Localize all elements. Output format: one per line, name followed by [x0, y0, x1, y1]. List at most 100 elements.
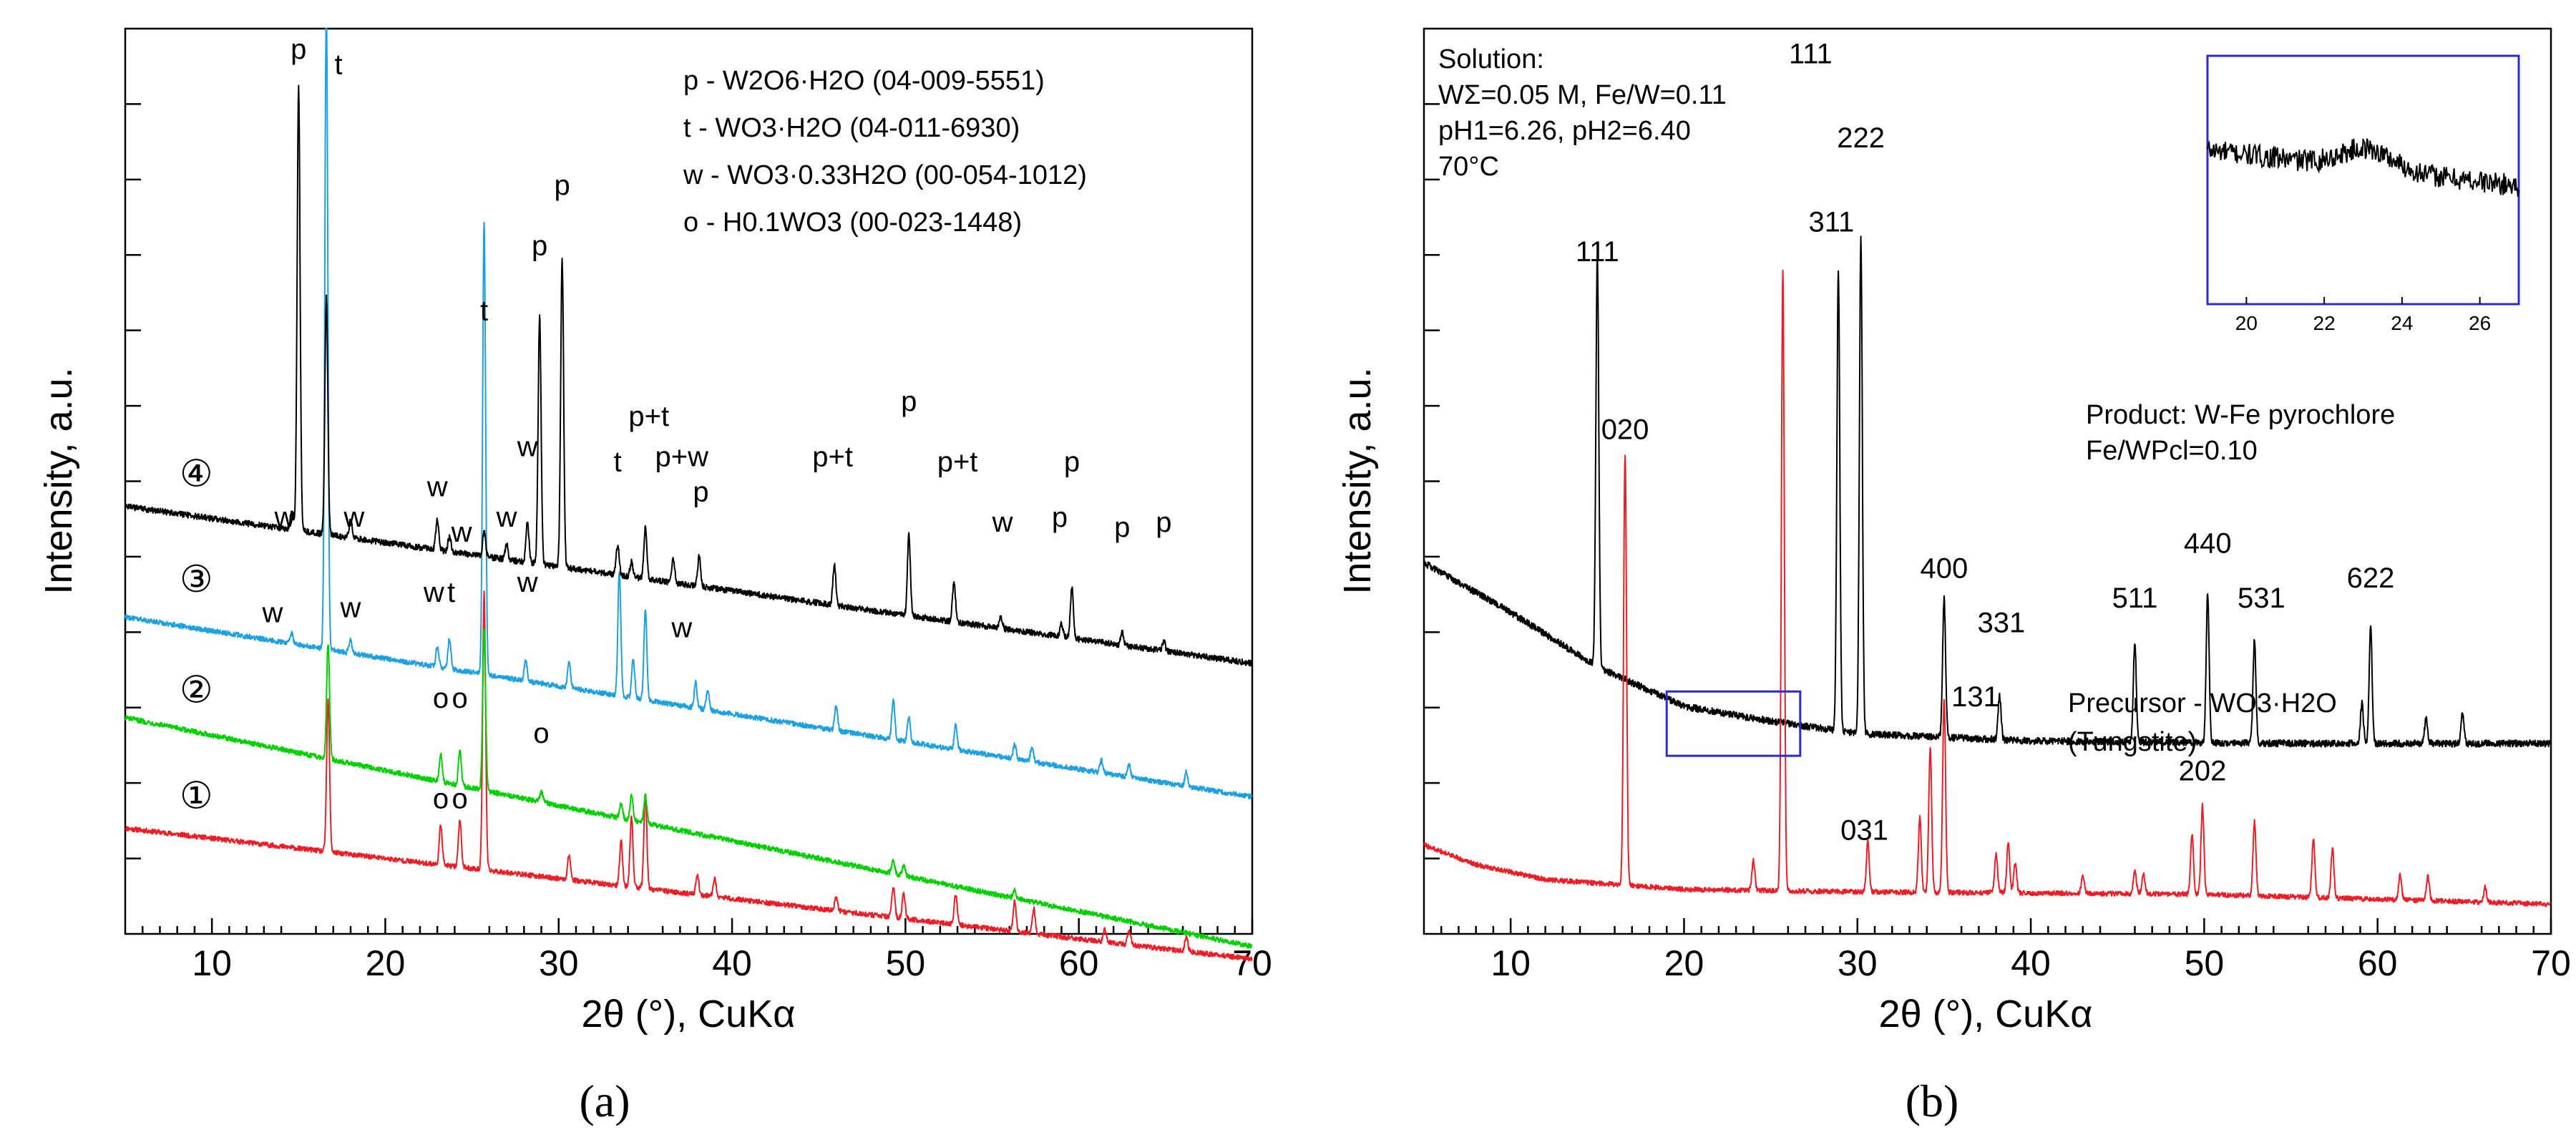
peak-annotation: 202	[2179, 756, 2227, 787]
panel-a-label: (a)	[579, 1076, 630, 1126]
peak-annotation: w	[273, 502, 295, 533]
series-line-a-1	[125, 590, 1253, 962]
peak-annotation: 311	[1809, 206, 1855, 238]
panel-b-solution-info: Solution: WΣ=0.05 M, Fe/W=0.11 pH1=6.26, p…	[1438, 44, 1727, 182]
peak-annotation: p	[1064, 446, 1080, 477]
peak-annotation: 622	[2347, 562, 2395, 594]
info-line: pH1=6.26, pH2=6.40	[1438, 116, 1691, 146]
x-tick-label: 40	[2011, 943, 2051, 983]
panel-b-label: (b)	[1906, 1076, 1959, 1126]
x-tick-label: 10	[1491, 943, 1531, 983]
inset-x-tick-label: 26	[2469, 312, 2491, 334]
panel-b-highlight-box	[1665, 690, 1802, 757]
peak-annotation: p+w	[655, 441, 709, 472]
sample-label: ④	[180, 454, 213, 495]
x-tick-label: 60	[2358, 943, 2398, 983]
series-line-a-4	[125, 84, 1253, 667]
panel-a-xlabel: 2θ (°), CuKα	[582, 993, 796, 1036]
inset-frame	[2206, 54, 2520, 306]
peak-annotation: p+t	[812, 441, 853, 472]
x-tick-label: 60	[1059, 943, 1099, 983]
info-line: (Tungstite)	[2068, 727, 2197, 757]
peak-annotation: p+t	[937, 446, 978, 477]
series-line-a-2	[125, 628, 1253, 949]
peak-annotation: w	[670, 612, 692, 643]
peak-annotation: w	[340, 592, 361, 623]
peak-annotation: w	[451, 517, 472, 548]
panel-b-series	[1423, 235, 2552, 907]
peak-annotation: p	[291, 34, 306, 65]
peak-annotation: 222	[1837, 122, 1885, 154]
peak-annotation: o	[433, 683, 449, 714]
sample-label: ③	[180, 559, 213, 600]
peak-annotation: o	[433, 783, 449, 814]
x-tick-label: 30	[539, 943, 579, 983]
peak-annotation: 031	[1840, 815, 1888, 847]
peak-annotation: o	[452, 783, 468, 814]
info-line: Fe/WPcl=0.10	[2086, 436, 2258, 466]
peak-annotation: w	[426, 472, 448, 503]
info-line: Product: W-Fe pyrochlore	[2086, 400, 2395, 430]
legend-entry: p - W2O6·H2O (04-009-5551)	[683, 66, 1045, 96]
panel-b-precursor-info: Precursor - WO3·H2O (Tungstite)	[2068, 688, 2337, 757]
peak-annotation: 331	[1978, 607, 2026, 638]
inset-series-line	[2207, 138, 2519, 198]
legend-entry: t - WO3·H2O (04-011-6930)	[683, 113, 1020, 143]
x-tick-label: 50	[2185, 943, 2225, 983]
peak-annotation: p	[693, 477, 708, 508]
peak-annotation: w	[423, 577, 444, 608]
peak-annotation: 131	[1951, 681, 1999, 713]
peak-annotation: 111	[1576, 236, 1619, 268]
x-tick-label: 20	[366, 943, 406, 983]
sample-label: ②	[180, 670, 213, 711]
x-tick-label: 70	[1232, 943, 1272, 983]
peak-annotation: 400	[1921, 552, 1968, 584]
peak-annotation: w	[496, 502, 517, 533]
peak-annotation: o	[452, 683, 468, 714]
peak-annotation: t	[480, 296, 488, 327]
x-tick-label: 20	[1664, 943, 1704, 983]
peak-annotation: w	[343, 502, 364, 533]
peak-annotation: 111	[1789, 38, 1833, 69]
peak-annotation: p	[532, 230, 547, 261]
x-tick-label: 10	[192, 943, 232, 983]
info-line: Precursor - WO3·H2O	[2068, 688, 2337, 718]
inset-x-tick-label: 22	[2313, 312, 2336, 334]
peak-annotation: w	[517, 567, 538, 598]
inset-x-tick-label: 20	[2235, 312, 2258, 334]
series-line-a-3	[125, 28, 1253, 800]
panel-a-legend: p - W2O6·H2O (04-009-5551) t - WO3·H2O (0…	[683, 66, 1087, 238]
peak-annotation: 440	[2184, 528, 2232, 560]
info-line: Solution:	[1438, 44, 1544, 74]
peak-annotation: 511	[2112, 583, 2158, 614]
peak-annotation: p	[554, 170, 570, 201]
inset-x-tick-label: 24	[2391, 312, 2413, 334]
peak-annotation: t	[614, 446, 622, 477]
peak-annotation: p	[1114, 512, 1130, 543]
peak-annotation: p	[1052, 502, 1068, 533]
peak-annotation: w	[517, 431, 538, 462]
peak-annotation: p+t	[628, 401, 669, 432]
x-tick-label: 50	[886, 943, 926, 983]
series-line-b-1	[1423, 235, 2552, 748]
legend-entry: w - WO3·0.33H2O (00-054-1012)	[683, 160, 1087, 190]
peak-annotation: t	[447, 577, 455, 608]
info-line: WΣ=0.05 M, Fe/W=0.11	[1438, 80, 1727, 110]
peak-annotation: o	[533, 718, 549, 749]
x-tick-label: 30	[1838, 943, 1878, 983]
panel-a-sample-labels: ① ② ③ ④	[180, 454, 213, 817]
legend-entry: o - H0.1WO3 (00-023-1448)	[683, 208, 1022, 238]
panel-a-series	[125, 28, 1253, 962]
peak-annotation: w	[992, 507, 1013, 538]
panel-a-ylabel: Intensity, a.u.	[37, 367, 80, 594]
peak-annotation: t	[334, 49, 342, 80]
x-tick-label: 70	[2531, 943, 2571, 983]
info-line: 70°C	[1438, 152, 1499, 182]
peak-annotation: 531	[2238, 583, 2285, 614]
peak-annotation: p	[901, 386, 917, 417]
